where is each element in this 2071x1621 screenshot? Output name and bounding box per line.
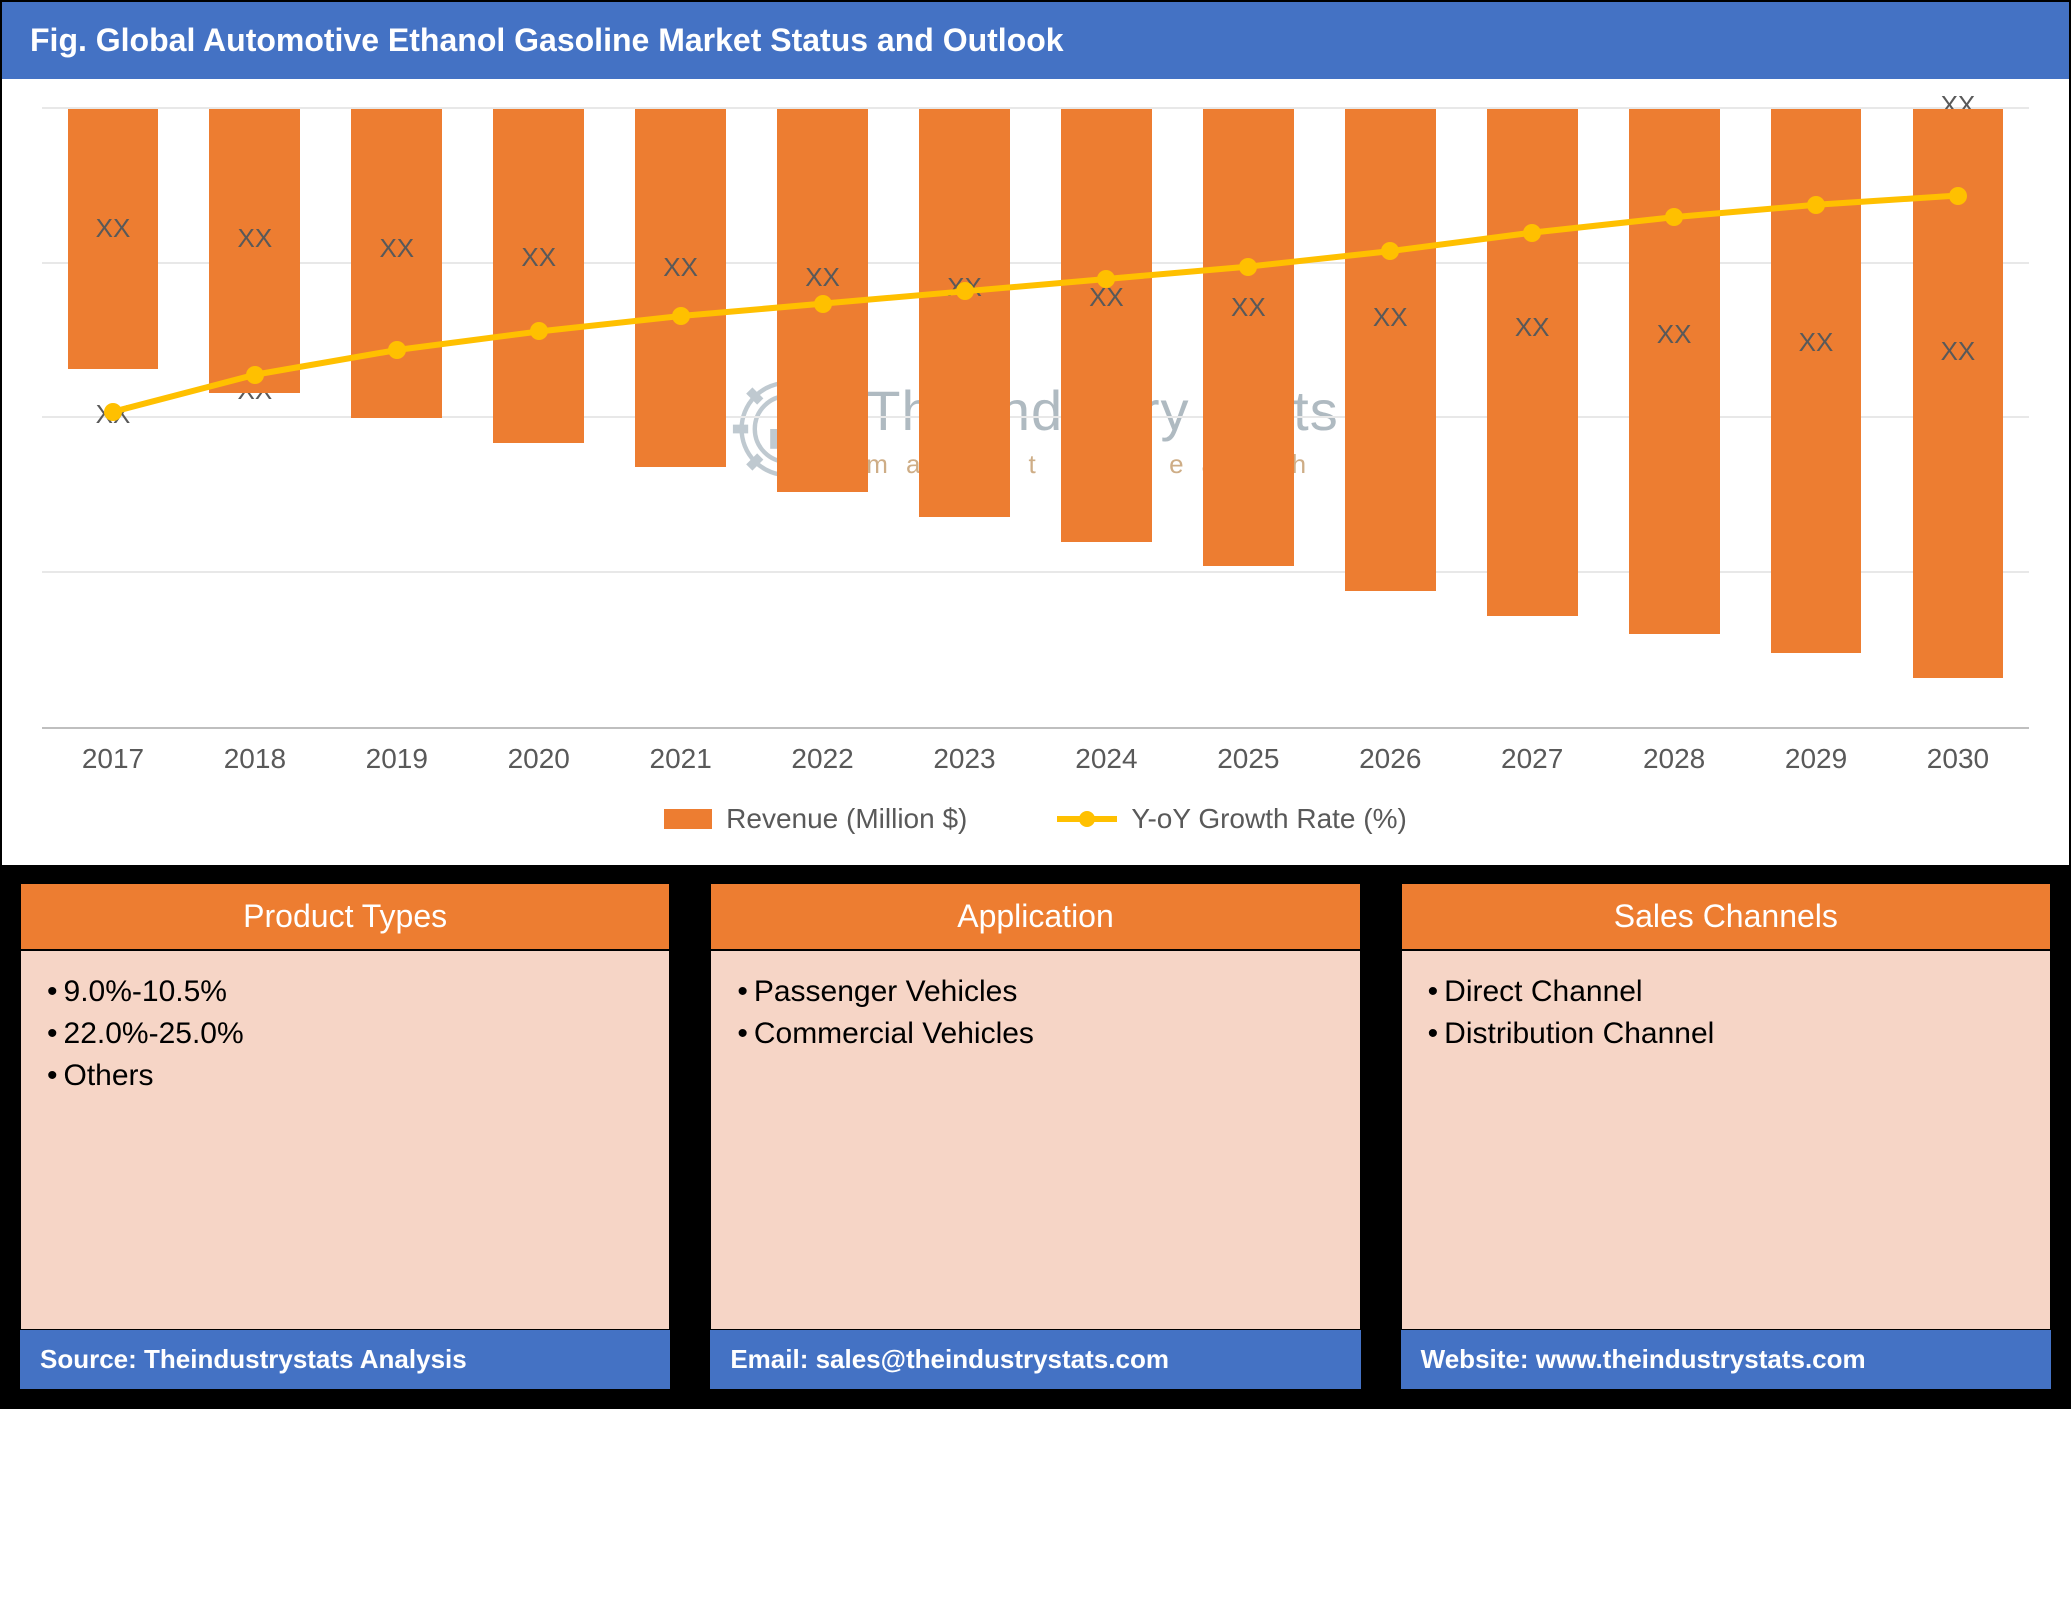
panel-item: Passenger Vehicles (737, 971, 1333, 1013)
panel-header: Application (711, 884, 1359, 949)
bar: XX (1913, 109, 2004, 678)
footer-row: Source: Theindustrystats Analysis Email: … (2, 1330, 2069, 1407)
x-axis: 2017201820192020202120222023202420252026… (42, 729, 2029, 781)
segment-panel: Sales ChannelsDirect ChannelDistribution… (1401, 883, 2051, 1330)
segment-panel: ApplicationPassenger VehiclesCommercial … (710, 883, 1360, 1330)
panel-body: Direct ChannelDistribution Channel (1402, 949, 2050, 1329)
bar-inner-label: XX (1941, 336, 1976, 367)
x-tick: 2017 (42, 743, 184, 775)
bar-slot: XX XX (42, 109, 184, 727)
panel-header: Product Types (21, 884, 669, 949)
x-tick: 2023 (894, 743, 1036, 775)
bar: XX (1345, 109, 1436, 591)
x-tick: 2030 (1887, 743, 2029, 775)
legend: Revenue (Million $) Y-oY Growth Rate (%) (42, 781, 2029, 865)
panel-item: Commercial Vehicles (737, 1013, 1333, 1055)
bar: XX (351, 109, 442, 418)
bar-inner-label: XX (1799, 327, 1834, 358)
panel-item: Others (47, 1055, 643, 1097)
bar-top-label: XX (96, 399, 131, 430)
footer-cell: Website: www.theindustrystats.com (1401, 1330, 2051, 1389)
x-tick: 2021 (610, 743, 752, 775)
bar: XX (1487, 109, 1578, 616)
bar-inner-label: XX (1515, 312, 1550, 343)
x-tick: 2026 (1319, 743, 1461, 775)
bar: XX (209, 109, 300, 393)
x-tick: 2029 (1745, 743, 1887, 775)
x-tick: 2025 (1177, 743, 1319, 775)
bar-inner-label: XX (96, 213, 131, 244)
bar-inner-label: XX (1373, 302, 1408, 333)
legend-item-revenue: Revenue (Million $) (664, 803, 967, 835)
x-tick: 2019 (326, 743, 468, 775)
legend-label-growth: Y-oY Growth Rate (%) (1131, 803, 1406, 835)
bar-slot: XXXX (1319, 109, 1461, 727)
footer-cell: Source: Theindustrystats Analysis (20, 1330, 670, 1389)
bar-inner-label: XX (521, 242, 556, 273)
panels-row: Product Types9.0%-10.5%22.0%-25.0%Others… (2, 865, 2069, 1330)
bar-inner-label: XX (1089, 282, 1124, 313)
chart-area: The Industry Stats market research XXXXX… (2, 79, 2069, 865)
panel-body: Passenger VehiclesCommercial Vehicles (711, 949, 1359, 1329)
bar: XX (1203, 109, 1294, 566)
bar-slot: XXXX (1035, 109, 1177, 727)
bar-inner-label: XX (663, 252, 698, 283)
bar: XX (1629, 109, 1720, 634)
bars-group: XXXXXXXXXXXXXXXXXXXXXXXXXXXXXXXXXXXXXXXX… (42, 109, 2029, 727)
bar-slot: XXXX (1603, 109, 1745, 727)
bar-slot: XXXX (752, 109, 894, 727)
bar: XX (68, 109, 159, 369)
bar-inner-label: XX (1231, 292, 1266, 323)
bar-slot: XXXX (610, 109, 752, 727)
bar-slot: XXXX (1745, 109, 1887, 727)
legend-item-growth: Y-oY Growth Rate (%) (1057, 803, 1406, 835)
bar-slot: XXXX (894, 109, 1036, 727)
panel-body: 9.0%-10.5%22.0%-25.0%Others (21, 949, 669, 1329)
x-tick: 2027 (1461, 743, 1603, 775)
panel-item: 22.0%-25.0% (47, 1013, 643, 1055)
bar-inner-label: XX (379, 233, 414, 264)
bar-slot: XXXX (1461, 109, 1603, 727)
bar-inner-label: XX (947, 272, 982, 303)
x-tick: 2022 (752, 743, 894, 775)
footer-cell: Email: sales@theindustrystats.com (710, 1330, 1360, 1389)
plot: The Industry Stats market research XXXXX… (42, 109, 2029, 729)
x-tick: 2028 (1603, 743, 1745, 775)
bar-slot: XXXX (1887, 109, 2029, 727)
bar-inner-label: XX (805, 262, 840, 293)
bar-inner-label: XX (1657, 319, 1692, 350)
segment-panel: Product Types9.0%-10.5%22.0%-25.0%Others (20, 883, 670, 1330)
x-tick: 2018 (184, 743, 326, 775)
bar: XX (1771, 109, 1862, 653)
legend-label-revenue: Revenue (Million $) (726, 803, 967, 835)
x-tick: 2024 (1035, 743, 1177, 775)
panel-item: Distribution Channel (1428, 1013, 2024, 1055)
panel-item: Direct Channel (1428, 971, 2024, 1013)
bar-inner-label: XX (238, 223, 273, 254)
bar-slot: XXXX (1177, 109, 1319, 727)
bar: XX (493, 109, 584, 443)
bar: XX (1061, 109, 1152, 542)
x-tick: 2020 (468, 743, 610, 775)
bar: XX (777, 109, 868, 492)
bar: XX (635, 109, 726, 467)
bar-slot: XXXX (468, 109, 610, 727)
bar: XX (919, 109, 1010, 517)
panel-item: 9.0%-10.5% (47, 971, 643, 1013)
report-figure: Fig. Global Automotive Ethanol Gasoline … (0, 0, 2071, 1409)
legend-swatch-line-icon (1057, 816, 1117, 822)
bar-slot: XXXX (326, 109, 468, 727)
figure-title: Fig. Global Automotive Ethanol Gasoline … (2, 2, 2069, 79)
legend-swatch-bar-icon (664, 809, 712, 829)
bar-slot: XXXX (184, 109, 326, 727)
panel-header: Sales Channels (1402, 884, 2050, 949)
